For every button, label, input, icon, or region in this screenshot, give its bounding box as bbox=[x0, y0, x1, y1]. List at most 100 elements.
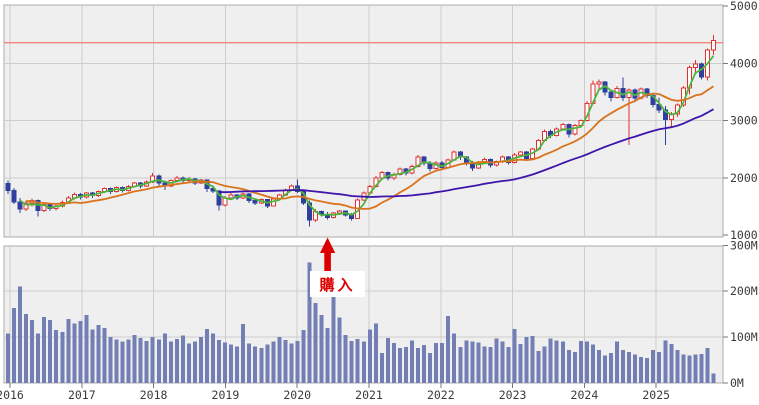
purchase-annotation: 購入 bbox=[310, 271, 365, 297]
year-tick-label: 2023 bbox=[499, 388, 527, 402]
candle bbox=[23, 200, 29, 211]
year-tick-label: 2018 bbox=[140, 388, 168, 402]
candle bbox=[596, 79, 602, 90]
volume-bar bbox=[669, 343, 674, 383]
volume-bar bbox=[319, 315, 324, 383]
volume-bar bbox=[271, 341, 276, 383]
volume-bar bbox=[126, 339, 131, 383]
volume-bar bbox=[621, 349, 626, 383]
volume-bar bbox=[54, 330, 59, 383]
volume-tick-label: 0M bbox=[730, 376, 744, 390]
volume-bar bbox=[223, 342, 228, 383]
volume-bar bbox=[331, 295, 336, 383]
volume-bar bbox=[168, 341, 173, 383]
volume-bar bbox=[337, 317, 342, 383]
volume-bar bbox=[156, 339, 161, 383]
price-tick-label: 5000 bbox=[730, 0, 758, 13]
volume-bar bbox=[596, 349, 601, 383]
volume-bar bbox=[645, 357, 650, 383]
price-tick-label: 3000 bbox=[730, 114, 758, 128]
mid-term-ma-line bbox=[26, 85, 715, 210]
volume-bar bbox=[633, 354, 638, 383]
volume-bar bbox=[361, 341, 366, 383]
volume-bar bbox=[536, 350, 541, 383]
volume-bar bbox=[566, 349, 571, 383]
volume-bar bbox=[385, 338, 390, 383]
volume-bar bbox=[476, 342, 481, 383]
volume-bar bbox=[48, 320, 53, 383]
volume-tick-label: 300M bbox=[730, 238, 758, 252]
volume-bar bbox=[464, 340, 469, 383]
price-tick-label: 2000 bbox=[730, 171, 758, 185]
purchase-annotation-label: 購入 bbox=[319, 275, 356, 294]
year-tick-label: 2025 bbox=[642, 388, 670, 402]
volume-bar bbox=[639, 356, 644, 383]
volume-bar bbox=[253, 346, 258, 383]
candle bbox=[5, 180, 11, 194]
volume-bar bbox=[711, 373, 716, 383]
volume-bar bbox=[241, 324, 246, 383]
volume-bar bbox=[204, 328, 209, 383]
volume-bar bbox=[657, 351, 662, 383]
year-tick-label: 2016 bbox=[0, 388, 24, 402]
price-tick-label: 1000 bbox=[730, 228, 758, 242]
volume-bar bbox=[693, 354, 698, 383]
volume-bar bbox=[452, 333, 457, 383]
volume-bar bbox=[434, 343, 439, 383]
volume-bar bbox=[96, 325, 101, 383]
volume-bar bbox=[470, 341, 475, 383]
volume-bar bbox=[343, 334, 348, 383]
year-tick-label: 2021 bbox=[355, 388, 383, 402]
volume-bar bbox=[186, 343, 191, 383]
volume-bar bbox=[397, 348, 402, 383]
volume-bar bbox=[259, 348, 264, 383]
volume-bar bbox=[367, 329, 372, 383]
volume-axis: 300M 200M 100M 0M bbox=[723, 238, 758, 390]
long-term-ma-line bbox=[219, 108, 714, 198]
volume-bar bbox=[560, 341, 565, 383]
volume-bar bbox=[349, 340, 354, 383]
volume-bar bbox=[114, 339, 119, 383]
volume-series bbox=[6, 262, 716, 383]
volume-bar bbox=[307, 262, 312, 383]
volume-bar bbox=[681, 354, 686, 383]
volume-bar bbox=[325, 327, 330, 383]
volume-bar bbox=[373, 323, 378, 383]
volume-bar bbox=[138, 338, 143, 383]
volume-bar bbox=[578, 340, 583, 383]
candle bbox=[216, 189, 222, 211]
volume-bar bbox=[120, 341, 125, 383]
volume-bar bbox=[458, 347, 463, 383]
volume-bar bbox=[379, 353, 384, 383]
year-tick-label: 2019 bbox=[212, 388, 240, 402]
volume-bar bbox=[108, 337, 113, 383]
volume-bar bbox=[422, 344, 427, 383]
volume-bar bbox=[277, 337, 282, 383]
candle bbox=[608, 90, 614, 102]
volume-bar bbox=[506, 347, 511, 383]
volume-bar bbox=[391, 343, 396, 383]
volume-bar bbox=[403, 347, 408, 383]
volume-bar bbox=[699, 354, 704, 383]
volume-bar bbox=[283, 339, 288, 383]
volume-bar bbox=[488, 347, 493, 383]
year-tick-label: 2022 bbox=[427, 388, 455, 402]
volume-bar bbox=[651, 349, 656, 383]
price-axis: 5000 4000 3000 2000 1000 bbox=[723, 0, 758, 242]
volume-bar bbox=[72, 323, 77, 383]
short-term-ma-line bbox=[19, 55, 715, 217]
volume-tick-label: 100M bbox=[730, 330, 758, 344]
candle bbox=[379, 170, 385, 179]
volume-bar bbox=[229, 344, 234, 383]
volume-bar bbox=[211, 333, 216, 383]
volume-bar bbox=[84, 315, 89, 383]
candle bbox=[11, 188, 17, 205]
volume-bar bbox=[42, 316, 47, 383]
volume-bar bbox=[247, 343, 252, 383]
volume-bar bbox=[627, 351, 632, 383]
volume-bar bbox=[602, 355, 607, 383]
volume-bar bbox=[590, 344, 595, 383]
candle bbox=[711, 35, 717, 56]
volume-bar bbox=[180, 335, 185, 383]
volume-bar bbox=[132, 334, 137, 383]
